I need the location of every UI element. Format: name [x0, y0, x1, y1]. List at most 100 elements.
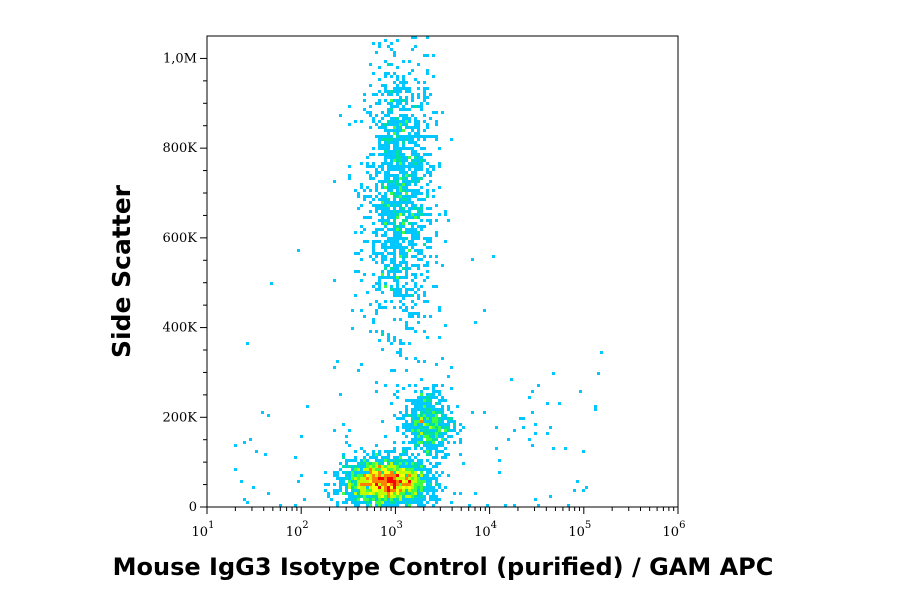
density-point	[411, 426, 414, 429]
density-point	[408, 165, 411, 168]
density-point	[417, 213, 420, 216]
density-point	[393, 483, 396, 486]
density-point	[396, 102, 399, 105]
density-point	[420, 477, 423, 480]
density-point	[423, 114, 426, 117]
density-point	[417, 312, 420, 315]
density-point	[453, 429, 456, 432]
density-point	[447, 423, 450, 426]
density-point	[402, 87, 405, 90]
density-point	[405, 435, 408, 438]
density-point	[384, 204, 387, 207]
density-point	[411, 243, 414, 246]
density-point	[414, 192, 417, 195]
density-point	[396, 135, 399, 138]
density-point	[384, 246, 387, 249]
density-point	[390, 165, 393, 168]
density-point	[504, 504, 507, 507]
density-point	[342, 501, 345, 504]
density-point	[552, 372, 555, 375]
density-point	[459, 492, 462, 495]
density-point	[435, 477, 438, 480]
density-point	[402, 417, 405, 420]
density-point	[324, 483, 327, 486]
density-point	[375, 234, 378, 237]
density-point	[378, 489, 381, 492]
density-point	[408, 426, 411, 429]
density-point	[411, 162, 414, 165]
density-point	[399, 462, 402, 465]
density-point	[444, 426, 447, 429]
density-point	[387, 174, 390, 177]
density-point	[405, 201, 408, 204]
density-point	[387, 120, 390, 123]
density-point	[393, 138, 396, 141]
density-point	[396, 159, 399, 162]
density-point	[414, 486, 417, 489]
density-point	[351, 498, 354, 501]
density-point	[393, 219, 396, 222]
density-point	[408, 120, 411, 123]
density-point	[381, 498, 384, 501]
density-point	[369, 483, 372, 486]
density-point	[372, 468, 375, 471]
density-point	[402, 237, 405, 240]
density-point	[405, 231, 408, 234]
density-point	[363, 456, 366, 459]
density-point	[363, 273, 366, 276]
density-point	[363, 498, 366, 501]
density-point	[417, 249, 420, 252]
density-point	[393, 54, 396, 57]
density-point	[414, 120, 417, 123]
density-point	[426, 468, 429, 471]
density-point	[396, 291, 399, 294]
density-point	[402, 60, 405, 63]
density-point	[372, 456, 375, 459]
density-point	[372, 498, 375, 501]
density-point	[396, 153, 399, 156]
density-point	[414, 489, 417, 492]
density-point	[384, 135, 387, 138]
density-point	[423, 54, 426, 57]
density-point	[417, 225, 420, 228]
density-point	[405, 273, 408, 276]
density-point	[441, 357, 444, 360]
density-point	[429, 435, 432, 438]
density-point	[366, 111, 369, 114]
density-point	[393, 126, 396, 129]
density-point	[405, 447, 408, 450]
density-point	[417, 105, 420, 108]
density-point	[240, 480, 243, 483]
density-point	[393, 210, 396, 213]
density-point	[381, 486, 384, 489]
density-point	[378, 192, 381, 195]
density-point	[411, 195, 414, 198]
density-point	[354, 120, 357, 123]
density-point	[375, 330, 378, 333]
density-point	[426, 276, 429, 279]
density-point	[405, 276, 408, 279]
density-point	[390, 486, 393, 489]
density-point	[417, 180, 420, 183]
density-point	[408, 198, 411, 201]
density-point	[396, 183, 399, 186]
density-point	[420, 498, 423, 501]
density-point	[414, 162, 417, 165]
density-point	[387, 228, 390, 231]
density-point	[399, 237, 402, 240]
density-point	[393, 150, 396, 153]
density-point	[342, 492, 345, 495]
density-point	[423, 135, 426, 138]
density-point	[417, 267, 420, 270]
density-point	[402, 255, 405, 258]
density-point	[471, 258, 474, 261]
density-point	[423, 90, 426, 93]
density-point	[420, 186, 423, 189]
density-point	[423, 120, 426, 123]
density-point	[375, 504, 378, 507]
density-point	[375, 492, 378, 495]
density-point	[390, 156, 393, 159]
density-point	[408, 504, 411, 507]
density-point	[423, 480, 426, 483]
density-point	[402, 462, 405, 465]
